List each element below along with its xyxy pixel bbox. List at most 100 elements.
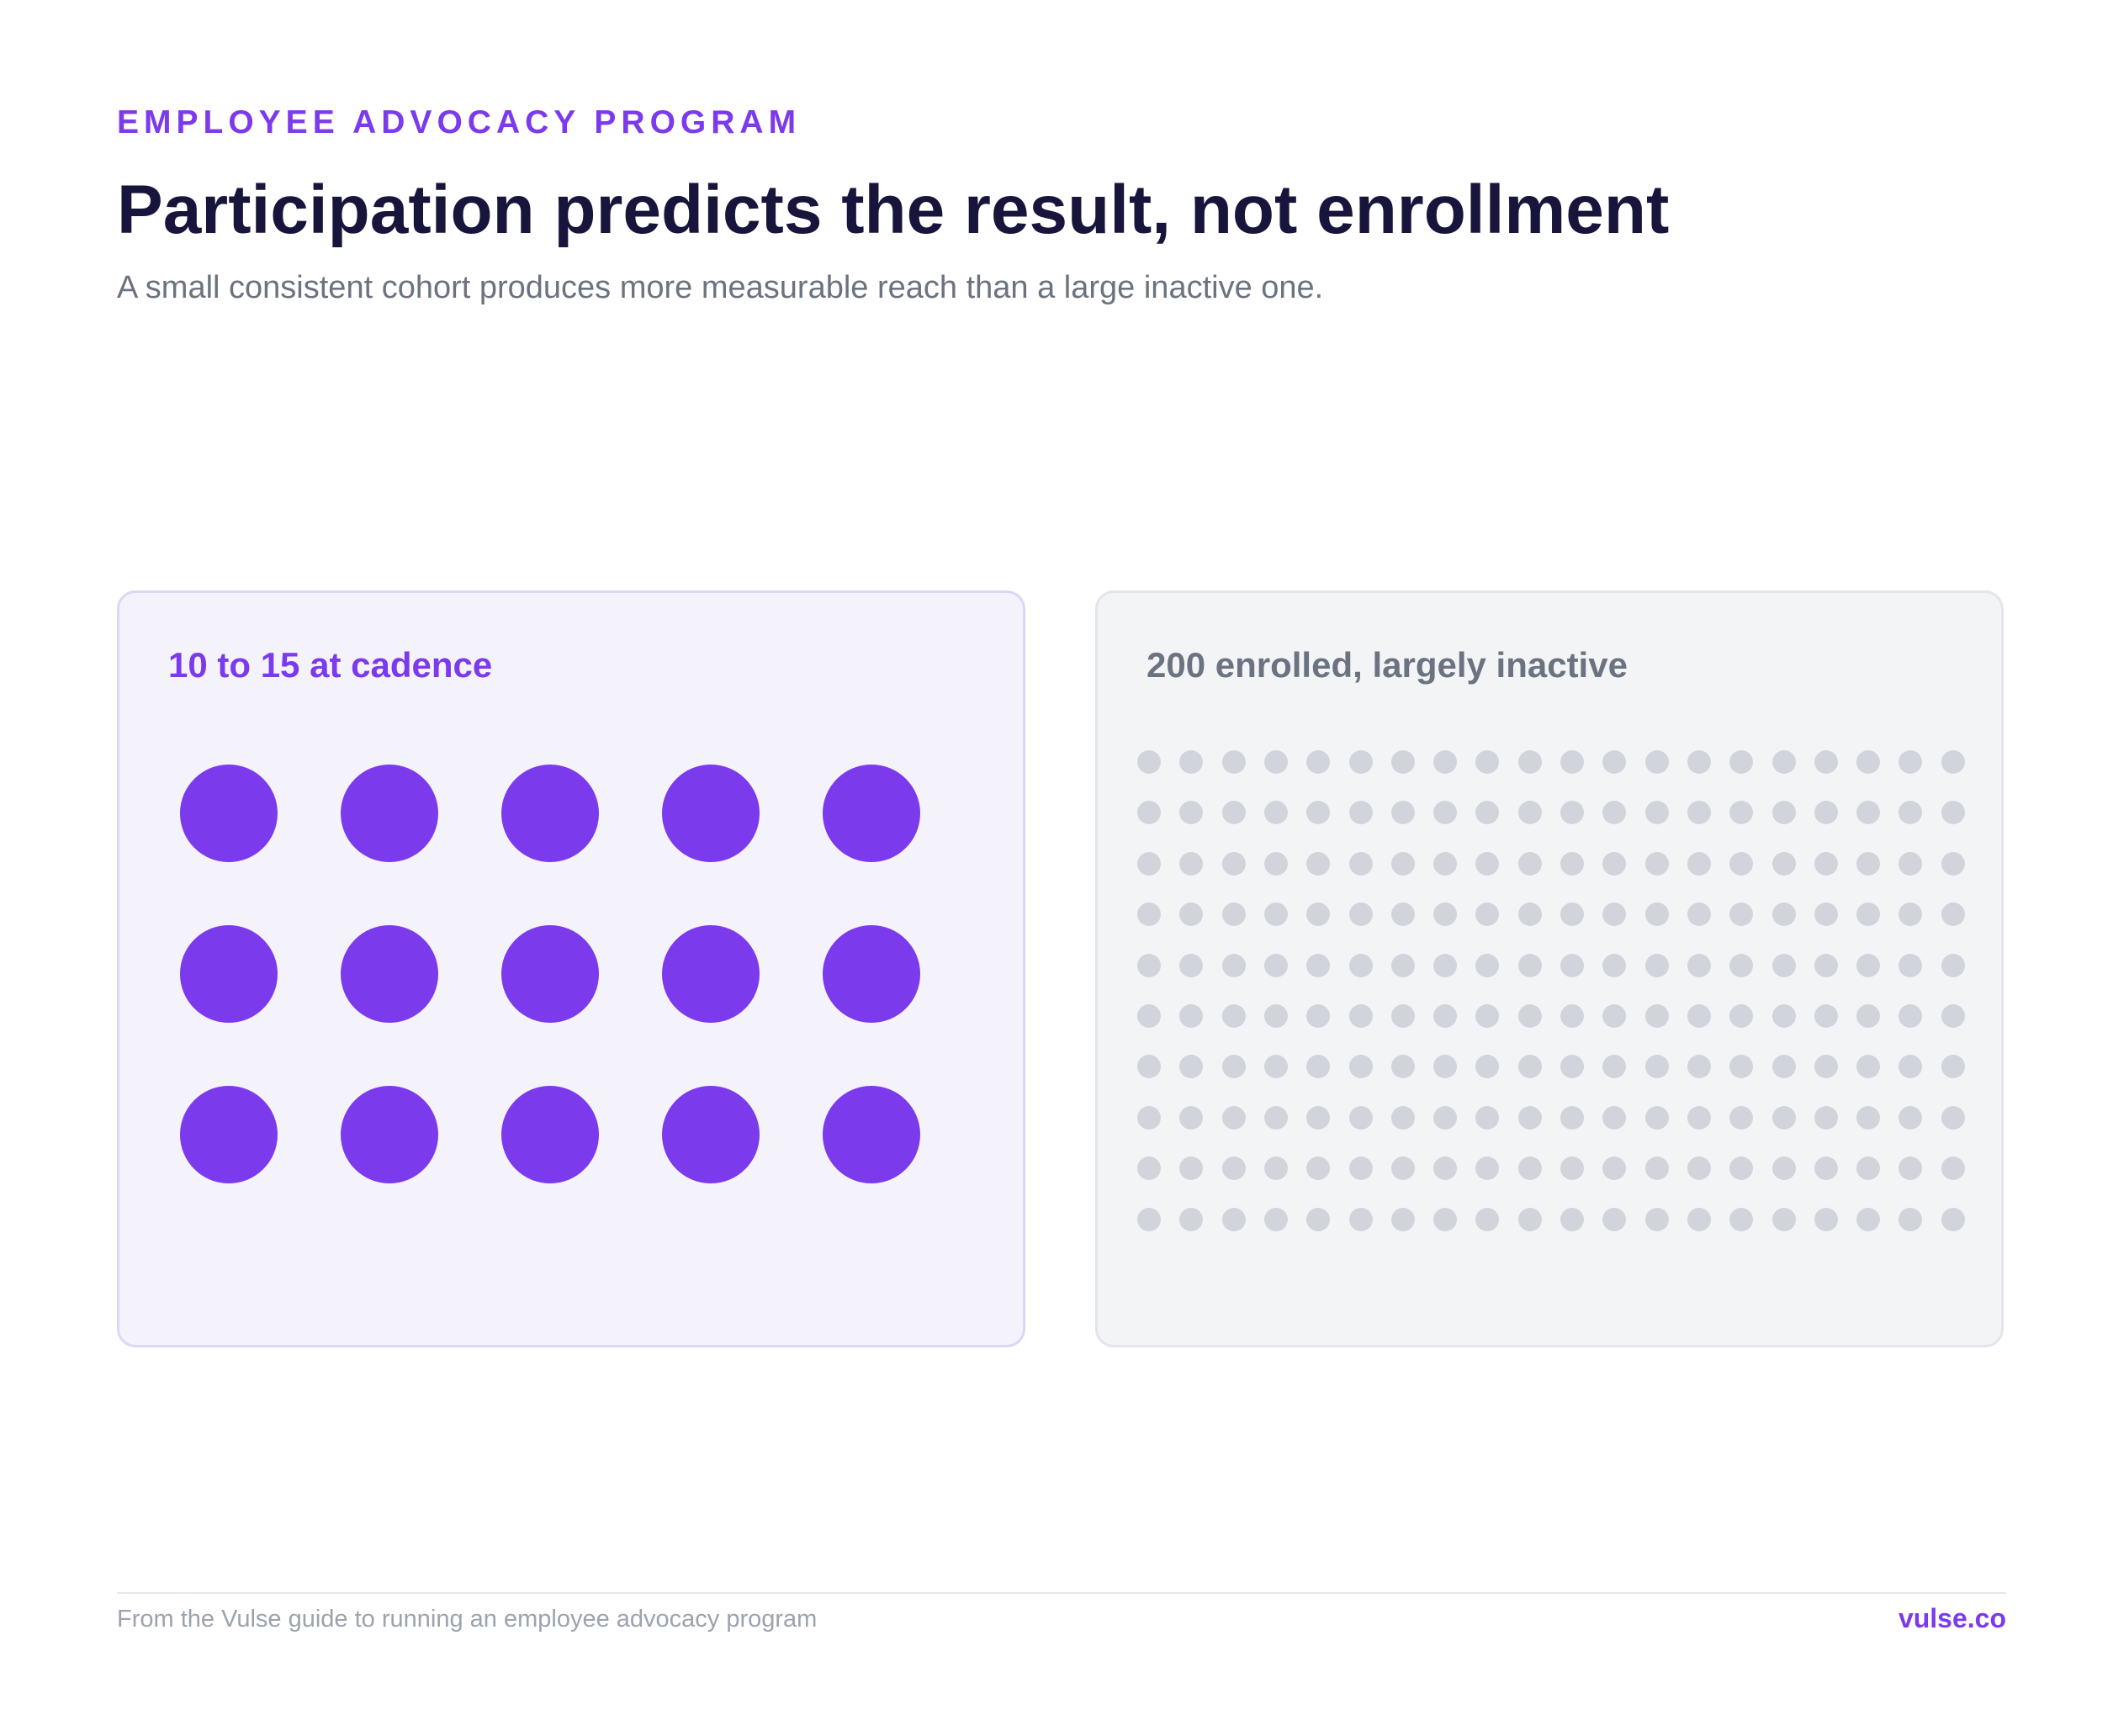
enrollee-dot bbox=[1941, 1004, 1965, 1028]
participant-dot bbox=[180, 925, 278, 1023]
enrollee-dot bbox=[1941, 1105, 1965, 1130]
enrollee-dot bbox=[1687, 801, 1711, 825]
enrollee-dot bbox=[1856, 1004, 1881, 1028]
enrollee-dot bbox=[1856, 750, 1881, 774]
enrollee-dot bbox=[1475, 902, 1500, 927]
enrollee-dot bbox=[1517, 851, 1542, 876]
enrollee-dot bbox=[1221, 902, 1246, 927]
enrollee-dot bbox=[1602, 902, 1627, 927]
enrollee-dot bbox=[1348, 750, 1373, 774]
enrollee-dot bbox=[1729, 953, 1754, 977]
enrollee-dot bbox=[1348, 902, 1373, 927]
enrollee-dot bbox=[1560, 1004, 1584, 1028]
enrollee-dot bbox=[1263, 1055, 1288, 1079]
enrollee-dot bbox=[1517, 1156, 1542, 1181]
enrollee-dot bbox=[1899, 1055, 1923, 1079]
enrollee-dot bbox=[1856, 1055, 1881, 1079]
enrollee-dot bbox=[1179, 1156, 1204, 1181]
enrollee-dot bbox=[1517, 1055, 1542, 1079]
enrollee-dot bbox=[1475, 801, 1500, 825]
enrollee-dot bbox=[1899, 1207, 1923, 1231]
enrollee-dot bbox=[1729, 1055, 1754, 1079]
enrollee-dot bbox=[1814, 902, 1838, 927]
enrollee-dot bbox=[1263, 902, 1288, 927]
enrollee-dot bbox=[1390, 953, 1415, 977]
enrollee-dot bbox=[1771, 902, 1796, 927]
enrollee-dot bbox=[1475, 750, 1500, 774]
enrollee-dot bbox=[1602, 1105, 1627, 1130]
enrollee-dot bbox=[1348, 851, 1373, 876]
enrollee-dot bbox=[1814, 750, 1838, 774]
enrollee-dot bbox=[1729, 1004, 1754, 1028]
enrollee-dot bbox=[1433, 750, 1458, 774]
enrollee-dot bbox=[1221, 801, 1246, 825]
enrollee-dot bbox=[1687, 1156, 1711, 1181]
enrollee-dot bbox=[1348, 1207, 1373, 1231]
enrollee-dot bbox=[1221, 851, 1246, 876]
participant-dot bbox=[341, 765, 438, 862]
participant-dot bbox=[662, 765, 760, 862]
enrolled-cohort-label: 200 enrolled, largely inactive bbox=[1147, 645, 1628, 685]
enrollee-dot bbox=[1306, 750, 1331, 774]
enrollee-dot bbox=[1602, 801, 1627, 825]
enrollee-dot bbox=[1560, 1105, 1584, 1130]
enrollee-dot bbox=[1179, 1105, 1204, 1130]
enrollee-dot bbox=[1517, 1004, 1542, 1028]
active-cohort-label: 10 to 15 at cadence bbox=[168, 645, 493, 685]
enrollee-dot bbox=[1306, 851, 1331, 876]
enrollee-dot bbox=[1729, 1156, 1754, 1181]
enrollee-dot bbox=[1263, 1105, 1288, 1130]
enrollee-dot bbox=[1899, 801, 1923, 825]
enrollee-dot bbox=[1517, 1105, 1542, 1130]
enrollee-dot bbox=[1348, 953, 1373, 977]
enrollee-dot bbox=[1771, 953, 1796, 977]
enrollee-dot bbox=[1263, 851, 1288, 876]
enrollee-dot bbox=[1644, 1156, 1669, 1181]
enrollee-dot bbox=[1602, 1156, 1627, 1181]
enrollee-dot bbox=[1348, 1055, 1373, 1079]
enrollee-dot bbox=[1306, 1055, 1331, 1079]
footer-brand-link[interactable]: vulse.co bbox=[1898, 1603, 2006, 1633]
enrollee-dot bbox=[1560, 1207, 1584, 1231]
enrollee-dot bbox=[1390, 801, 1415, 825]
eyebrow-label: EMPLOYEE ADVOCACY PROGRAM bbox=[117, 104, 802, 140]
participant-dot bbox=[501, 1086, 599, 1183]
enrollee-dot bbox=[1137, 1055, 1161, 1079]
participant-dot bbox=[180, 765, 278, 862]
enrollee-dot bbox=[1221, 750, 1246, 774]
enrollee-dot bbox=[1814, 1156, 1838, 1181]
enrollee-dot bbox=[1137, 953, 1161, 977]
enrollee-dot bbox=[1390, 1156, 1415, 1181]
participant-dot bbox=[501, 765, 599, 862]
enrollee-dot bbox=[1433, 1207, 1458, 1231]
enrollee-dot bbox=[1602, 1207, 1627, 1231]
enrollee-dot bbox=[1560, 953, 1584, 977]
page-title: Participation predicts the result, not e… bbox=[117, 172, 1670, 248]
enrollee-dot bbox=[1517, 1207, 1542, 1231]
enrollee-dot bbox=[1517, 902, 1542, 927]
enrollee-dot bbox=[1814, 1105, 1838, 1130]
enrollee-dot bbox=[1771, 1156, 1796, 1181]
enrollee-dot bbox=[1814, 1207, 1838, 1231]
participant-dot bbox=[662, 925, 760, 1023]
enrollee-dot bbox=[1306, 902, 1331, 927]
enrollee-dot bbox=[1263, 1156, 1288, 1181]
enrollee-dot bbox=[1899, 953, 1923, 977]
enrollee-dot bbox=[1560, 801, 1584, 825]
enrollee-dot bbox=[1941, 1156, 1965, 1181]
enrollee-dot bbox=[1899, 851, 1923, 876]
enrollee-dot bbox=[1687, 1004, 1711, 1028]
enrollee-dot bbox=[1221, 1105, 1246, 1130]
enrollee-dot bbox=[1348, 1156, 1373, 1181]
footer-source-note: From the Vulse guide to running an emplo… bbox=[117, 1606, 818, 1633]
enrollee-dot bbox=[1348, 1004, 1373, 1028]
enrollee-dot bbox=[1390, 851, 1415, 876]
enrollee-dot bbox=[1390, 1055, 1415, 1079]
enrollee-dot bbox=[1856, 801, 1881, 825]
enrollee-dot bbox=[1729, 801, 1754, 825]
participant-dot bbox=[180, 1086, 278, 1183]
enrollee-dot bbox=[1856, 902, 1881, 927]
enrollee-dot bbox=[1433, 1055, 1458, 1079]
enrollee-dot bbox=[1433, 953, 1458, 977]
enrollee-dot bbox=[1433, 1004, 1458, 1028]
